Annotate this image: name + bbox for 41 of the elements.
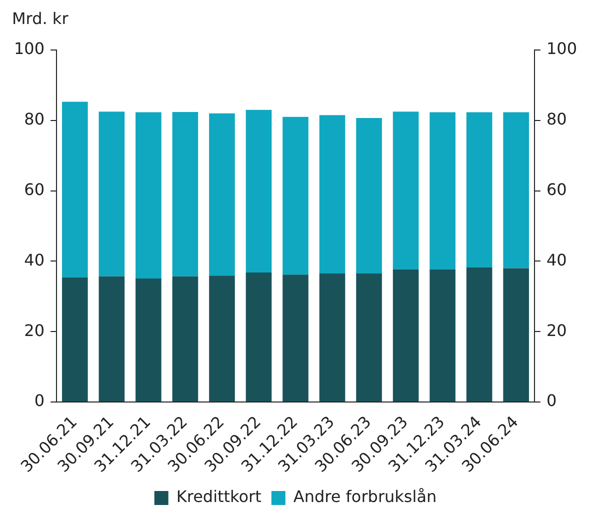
y2-tick-label: 0 bbox=[546, 391, 557, 410]
y2-tick-label: 100 bbox=[546, 39, 578, 58]
y-tick-label: 40 bbox=[24, 250, 45, 270]
bar bbox=[282, 274, 308, 402]
bar bbox=[136, 112, 162, 278]
legend-label: Kredittkort bbox=[176, 487, 262, 506]
y-tick-label: 80 bbox=[24, 110, 45, 129]
bar bbox=[503, 112, 529, 268]
y2-tick-label: 80 bbox=[546, 110, 567, 129]
y-tick-label: 0 bbox=[34, 391, 45, 410]
bar bbox=[430, 112, 456, 270]
bar bbox=[209, 113, 235, 276]
bar bbox=[392, 112, 419, 270]
y2-tick-label: 60 bbox=[546, 180, 567, 199]
y-tick-label: 60 bbox=[24, 180, 45, 199]
bar bbox=[98, 112, 125, 276]
bar bbox=[430, 269, 456, 402]
bar bbox=[62, 277, 88, 402]
legend-label: Andre forbrukslån bbox=[293, 487, 437, 506]
bar bbox=[319, 115, 346, 274]
bar bbox=[319, 274, 346, 402]
bar bbox=[62, 102, 88, 278]
bar bbox=[356, 274, 382, 402]
bar bbox=[246, 272, 272, 402]
bar bbox=[98, 276, 125, 402]
y2-tick-label: 40 bbox=[546, 250, 567, 270]
y-tick-label: 100 bbox=[14, 39, 45, 58]
bar bbox=[282, 116, 308, 275]
y-axis-title: Mrd. kr bbox=[12, 9, 69, 28]
bar bbox=[466, 267, 492, 402]
bar bbox=[136, 278, 162, 402]
bar bbox=[503, 268, 529, 402]
y2-tick-label: 20 bbox=[546, 320, 567, 340]
bar bbox=[466, 112, 492, 268]
bar bbox=[246, 110, 272, 272]
y-tick-label: 20 bbox=[24, 320, 45, 340]
bar bbox=[209, 276, 235, 402]
bar bbox=[172, 112, 198, 276]
bar bbox=[172, 276, 198, 402]
bar bbox=[392, 269, 419, 402]
bar bbox=[356, 118, 382, 274]
